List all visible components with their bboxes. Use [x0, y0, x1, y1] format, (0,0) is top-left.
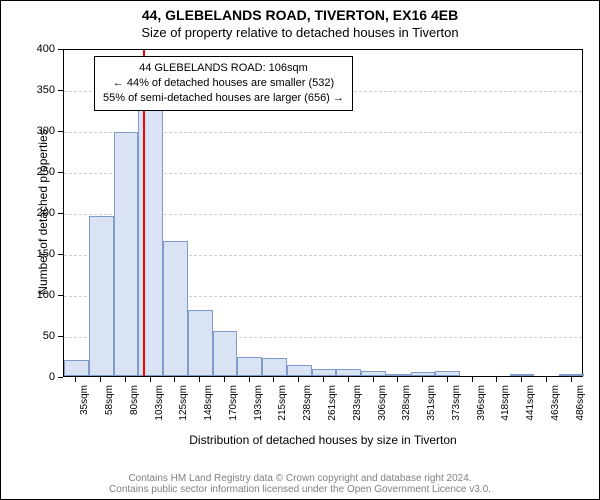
x-tick-mark	[323, 377, 324, 382]
y-tick-mark	[58, 172, 63, 173]
x-tick-mark	[224, 377, 225, 382]
x-tick-label: 418sqm	[500, 385, 511, 435]
y-tick-label: 50	[29, 330, 55, 342]
footer-line-2: Contains public sector information licen…	[1, 484, 599, 495]
x-tick-mark	[447, 377, 448, 382]
x-tick-mark	[298, 377, 299, 382]
x-tick-label: 351sqm	[426, 385, 437, 435]
histogram-bar	[435, 371, 460, 376]
y-tick-mark	[58, 336, 63, 337]
x-axis-label: Distribution of detached houses by size …	[63, 433, 583, 447]
x-tick-label: 283sqm	[352, 385, 363, 435]
y-tick-label: 400	[29, 43, 55, 55]
y-tick-mark	[58, 49, 63, 50]
histogram-bar	[114, 132, 139, 376]
x-tick-mark	[546, 377, 547, 382]
x-tick-mark	[150, 377, 151, 382]
x-tick-label: 238sqm	[302, 385, 313, 435]
x-tick-mark	[100, 377, 101, 382]
histogram-bar	[64, 360, 89, 376]
x-tick-label: 441sqm	[525, 385, 536, 435]
histogram-bar	[89, 216, 114, 376]
x-tick-label: 193sqm	[253, 385, 264, 435]
x-tick-label: 328sqm	[401, 385, 412, 435]
histogram-bar	[361, 371, 386, 376]
x-tick-label: 306sqm	[377, 385, 388, 435]
histogram-bar	[510, 374, 535, 376]
y-tick-mark	[58, 90, 63, 91]
chart-title: 44, GLEBELANDS ROAD, TIVERTON, EX16 4EB	[1, 1, 599, 23]
x-tick-mark	[521, 377, 522, 382]
figure-container: 44, GLEBELANDS ROAD, TIVERTON, EX16 4EB …	[0, 0, 600, 500]
y-tick-label: 150	[29, 248, 55, 260]
x-tick-mark	[273, 377, 274, 382]
x-tick-label: 125sqm	[178, 385, 189, 435]
y-tick-label: 0	[29, 371, 55, 383]
y-tick-label: 250	[29, 166, 55, 178]
histogram-bar	[237, 357, 262, 376]
y-tick-label: 100	[29, 289, 55, 301]
y-tick-label: 350	[29, 84, 55, 96]
x-tick-mark	[496, 377, 497, 382]
y-tick-label: 300	[29, 125, 55, 137]
histogram-bar	[163, 241, 188, 376]
y-tick-mark	[58, 295, 63, 296]
x-tick-mark	[472, 377, 473, 382]
y-tick-mark	[58, 131, 63, 132]
x-tick-label: 80sqm	[129, 385, 140, 435]
x-tick-mark	[174, 377, 175, 382]
x-tick-mark	[571, 377, 572, 382]
histogram-bar	[262, 358, 287, 376]
x-tick-mark	[75, 377, 76, 382]
y-tick-mark	[58, 254, 63, 255]
histogram-bar	[312, 369, 337, 376]
annotation-box: 44 GLEBELANDS ROAD: 106sqm← 44% of detac…	[94, 56, 353, 111]
y-tick-mark	[58, 377, 63, 378]
histogram-bar	[213, 331, 238, 376]
x-tick-mark	[422, 377, 423, 382]
x-tick-label: 58sqm	[104, 385, 115, 435]
x-tick-label: 463sqm	[550, 385, 561, 435]
histogram-bar	[188, 310, 213, 376]
x-tick-label: 103sqm	[154, 385, 165, 435]
x-tick-label: 215sqm	[277, 385, 288, 435]
histogram-bar	[411, 372, 436, 376]
x-tick-mark	[249, 377, 250, 382]
footer: Contains HM Land Registry data © Crown c…	[1, 473, 599, 495]
annotation-line: ← 44% of detached houses are smaller (53…	[103, 76, 344, 91]
chart-subtitle: Size of property relative to detached ho…	[1, 25, 599, 40]
x-tick-mark	[397, 377, 398, 382]
histogram-bar	[336, 369, 361, 376]
footer-line-1: Contains HM Land Registry data © Crown c…	[1, 473, 599, 484]
y-tick-label: 200	[29, 207, 55, 219]
x-tick-label: 396sqm	[476, 385, 487, 435]
x-tick-label: 148sqm	[203, 385, 214, 435]
x-tick-label: 35sqm	[79, 385, 90, 435]
x-tick-label: 261sqm	[327, 385, 338, 435]
x-tick-mark	[373, 377, 374, 382]
annotation-line: 44 GLEBELANDS ROAD: 106sqm	[103, 61, 344, 76]
x-tick-mark	[125, 377, 126, 382]
x-tick-label: 170sqm	[228, 385, 239, 435]
plot-area: 44 GLEBELANDS ROAD: 106sqm← 44% of detac…	[63, 49, 583, 377]
x-tick-mark	[348, 377, 349, 382]
annotation-line: 55% of semi-detached houses are larger (…	[103, 91, 344, 106]
x-tick-mark	[199, 377, 200, 382]
y-tick-mark	[58, 213, 63, 214]
histogram-bar	[559, 374, 584, 376]
x-tick-label: 373sqm	[451, 385, 462, 435]
x-tick-label: 486sqm	[575, 385, 586, 435]
histogram-bar	[287, 365, 312, 376]
histogram-bar	[386, 374, 411, 376]
